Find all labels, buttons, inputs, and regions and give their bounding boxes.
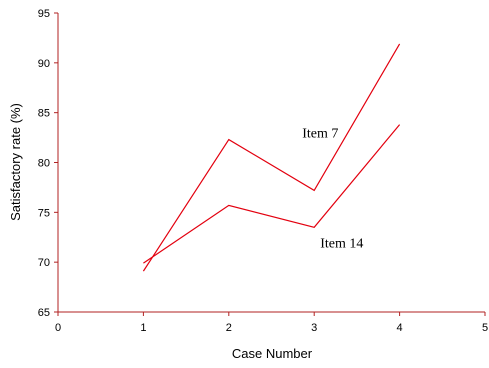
y-tick-label: 85 (38, 108, 50, 120)
y-tick-label: 90 (38, 58, 50, 70)
series-line-1 (142, 43, 401, 272)
x-tick-label: 2 (226, 322, 232, 334)
x-axis-title: Case Number (232, 346, 313, 361)
y-axis-title: Satisfactory rate (%) (8, 103, 23, 221)
y-tick-label: 75 (38, 207, 50, 219)
series-line-2 (143, 124, 401, 264)
series-label-2: Item 14 (320, 236, 363, 251)
x-tick-label: 3 (311, 322, 317, 334)
y-tick-label: 70 (38, 257, 50, 269)
x-tick-label: 1 (140, 322, 146, 334)
ticks: 65 70 75 80 85 90 95 0 1 2 3 4 5 (38, 8, 488, 334)
series-label-1: Item 7 (302, 126, 338, 141)
axes (57, 13, 485, 313)
series-lines (142, 43, 401, 272)
y-tick-label: 80 (38, 158, 50, 170)
x-tick-label: 4 (397, 322, 403, 334)
x-tick-label: 5 (482, 322, 488, 334)
series-labels: Item 7 Item 14 (302, 126, 363, 251)
y-tick-label: 95 (38, 8, 50, 20)
x-tick-label: 0 (55, 322, 61, 334)
y-tick-label: 65 (38, 307, 50, 319)
